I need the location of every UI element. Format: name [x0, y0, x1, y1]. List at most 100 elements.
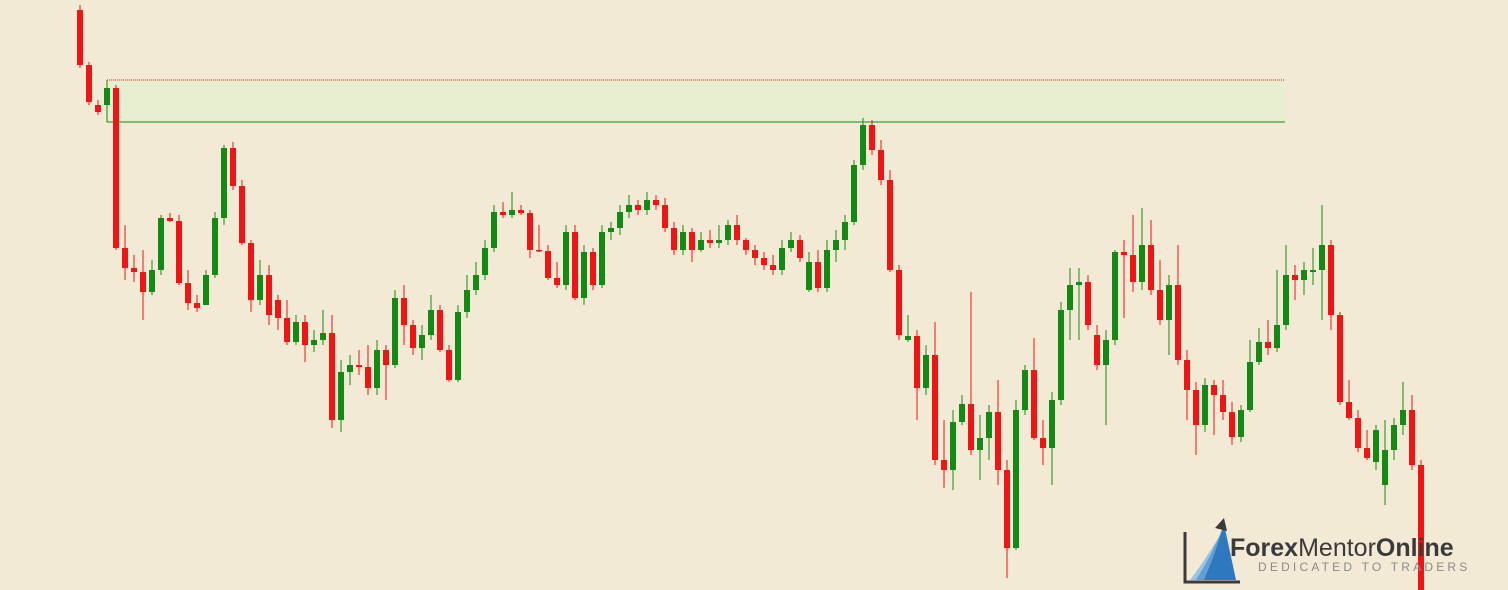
candle-body [554, 278, 560, 285]
candle-body [1040, 438, 1046, 448]
candle-body [239, 186, 245, 243]
candle-body [464, 290, 470, 312]
candle-body [923, 355, 929, 388]
candle-body [572, 232, 578, 298]
zone [107, 80, 1285, 122]
candle-body [1058, 310, 1064, 400]
candle-body [1319, 245, 1325, 270]
candle-body [689, 232, 695, 250]
candle-body [95, 105, 101, 112]
candle-body [1220, 395, 1226, 412]
candle-body [392, 298, 398, 365]
candle-body [1184, 360, 1190, 390]
candle-body [131, 268, 137, 272]
candle-body [1310, 270, 1316, 272]
candle-body [1076, 282, 1082, 285]
logo-wave [1204, 524, 1236, 580]
candle-body [914, 336, 920, 388]
candle-body [419, 335, 425, 348]
candle-body [797, 240, 803, 258]
candle-body [86, 65, 92, 102]
candle-body [185, 283, 191, 303]
candle-body [662, 205, 668, 228]
candle-body [257, 275, 263, 300]
candle-body [536, 250, 542, 252]
candle-body [1121, 252, 1127, 255]
candle-body [509, 210, 515, 215]
candle-body [671, 228, 677, 250]
candle-body [1211, 385, 1217, 395]
candle-body [1328, 245, 1334, 315]
candle-body [1247, 362, 1253, 410]
candle-body [491, 212, 497, 248]
candle-body [1112, 252, 1118, 340]
candle-body [1022, 370, 1028, 410]
candle-body [266, 275, 272, 315]
candle-body [545, 251, 551, 278]
candle-body [878, 150, 884, 180]
candle-body [806, 262, 812, 290]
candle-body [221, 148, 227, 218]
candle-body [455, 312, 461, 380]
candle-body [725, 225, 731, 240]
candle-body [833, 240, 839, 250]
candle-body [617, 212, 623, 228]
candle-body [716, 240, 722, 243]
candle-body [968, 404, 974, 450]
candle-body [158, 218, 164, 270]
candle-body [1004, 470, 1010, 548]
candle-body [1337, 315, 1343, 402]
candle-body [275, 300, 281, 318]
candle-body [1382, 450, 1388, 485]
candle-body [959, 404, 965, 422]
candle-body [1391, 425, 1397, 450]
candle-body [626, 205, 632, 212]
candle-body [1301, 270, 1307, 280]
candle-body [194, 303, 200, 308]
candle-body [473, 275, 479, 290]
candle-body [698, 240, 704, 250]
candle-body [1148, 245, 1154, 290]
candle-body [644, 200, 650, 210]
candle-body [887, 180, 893, 270]
brand-part: Mentor [1298, 534, 1376, 562]
brand-part: Forex [1230, 534, 1298, 562]
candle-body [428, 310, 434, 335]
candle-body [500, 212, 506, 215]
candle-body [842, 222, 848, 240]
candle-body [1418, 465, 1424, 590]
candle-body [167, 218, 173, 221]
candle-body [230, 148, 236, 186]
candle-body [329, 333, 335, 420]
candle-body [1049, 400, 1055, 448]
candle-body [482, 248, 488, 275]
candle-body [563, 232, 569, 285]
candle-body [446, 350, 452, 380]
candle-body [77, 10, 83, 65]
candle-body [356, 365, 362, 367]
candle-body [113, 88, 119, 248]
candle-body [707, 240, 713, 243]
candle-body [1166, 285, 1172, 320]
candle-body [248, 243, 254, 300]
candle-body [1085, 282, 1091, 325]
candle-body [383, 350, 389, 365]
candle-body [680, 232, 686, 250]
candle-body [860, 125, 866, 165]
candle-body [1400, 410, 1406, 425]
candle-body [770, 265, 776, 270]
candle-body [1139, 245, 1145, 282]
candle-body [815, 262, 821, 288]
candle-body [635, 205, 641, 210]
candle-body [1094, 335, 1100, 365]
candle-body [590, 252, 596, 285]
candle-body [977, 438, 983, 450]
candle-body [410, 325, 416, 348]
candle-body [176, 221, 182, 283]
candle-body [311, 340, 317, 345]
candle-body [599, 232, 605, 285]
candle-body [1292, 275, 1298, 280]
candle-body [1346, 402, 1352, 418]
candle-body [743, 240, 749, 250]
candle-body [140, 272, 146, 292]
